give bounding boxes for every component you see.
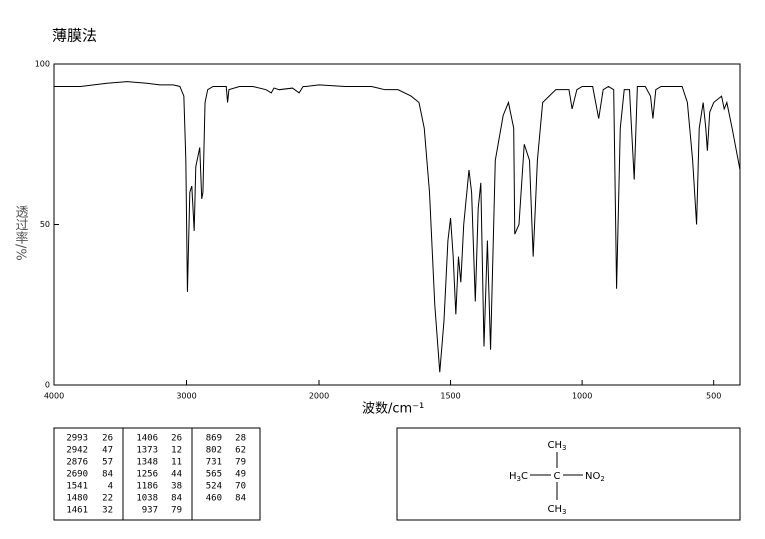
peak-wavenumber: 1373 xyxy=(136,446,158,456)
structure-atom: NO2 xyxy=(585,471,605,483)
peak-wavenumber: 460 xyxy=(206,494,222,504)
peak-transmittance: 11 xyxy=(171,458,182,468)
peak-wavenumber: 1541 xyxy=(66,482,88,492)
x-tick-label: 1000 xyxy=(572,392,592,401)
atom-text: C xyxy=(554,471,561,482)
x-tick-label: 3000 xyxy=(176,392,196,401)
peak-wavenumber: 869 xyxy=(206,434,222,444)
peak-transmittance: 84 xyxy=(235,494,246,504)
peak-wavenumber: 937 xyxy=(142,506,158,516)
peak-transmittance: 70 xyxy=(235,482,246,492)
x-tick-label: 1500 xyxy=(440,392,460,401)
peak-transmittance: 4 xyxy=(108,482,113,492)
structure-atom: H3C xyxy=(509,471,528,483)
y-axis-label: 透过率/% xyxy=(13,205,29,261)
subscript: 3 xyxy=(517,475,521,483)
peak-wavenumber: 1256 xyxy=(136,470,158,480)
peak-wavenumber: 1348 xyxy=(136,458,158,468)
peak-transmittance: 44 xyxy=(171,470,182,480)
peak-wavenumber: 2993 xyxy=(66,434,88,444)
peak-wavenumber: 2942 xyxy=(66,446,88,456)
spectrum-line xyxy=(54,81,741,373)
peak-transmittance: 12 xyxy=(171,446,182,456)
atom-text: C xyxy=(521,471,528,482)
subscript: 2 xyxy=(600,475,604,483)
peak-transmittance: 47 xyxy=(102,446,113,456)
chart-title: 薄膜法 xyxy=(52,27,97,45)
peak-transmittance: 26 xyxy=(102,434,113,444)
peak-transmittance: 28 xyxy=(235,434,246,444)
peak-transmittance: 38 xyxy=(171,482,182,492)
peak-transmittance: 84 xyxy=(102,470,113,480)
x-tick-label: 500 xyxy=(706,392,721,401)
subscript: 3 xyxy=(562,508,566,516)
y-tick-label: 100 xyxy=(35,60,50,69)
peak-transmittance: 49 xyxy=(235,470,246,480)
y-tick-label: 0 xyxy=(45,381,50,390)
atom-text: CH xyxy=(548,504,563,515)
peak-wavenumber: 524 xyxy=(206,482,222,492)
peak-wavenumber: 1038 xyxy=(136,494,158,504)
peak-transmittance: 57 xyxy=(102,458,113,468)
structure-atom: CH3 xyxy=(548,440,567,452)
peak-transmittance: 26 xyxy=(171,434,182,444)
peak-transmittance: 32 xyxy=(102,506,113,516)
atom-text: NO xyxy=(585,471,600,482)
peak-transmittance: 84 xyxy=(171,494,182,504)
peak-wavenumber: 1461 xyxy=(66,506,88,516)
peak-wavenumber: 1186 xyxy=(136,482,158,492)
peak-transmittance: 22 xyxy=(102,494,113,504)
structure-atom: CH3 xyxy=(548,504,567,516)
x-tick-label: 4000 xyxy=(44,392,64,401)
atom-text: CH xyxy=(548,440,563,451)
x-tick-label: 2000 xyxy=(309,392,329,401)
peak-wavenumber: 1480 xyxy=(66,494,88,504)
structure-atom: C xyxy=(554,471,561,482)
peak-wavenumber: 1406 xyxy=(136,434,158,444)
subscript: 3 xyxy=(562,444,566,452)
plot-frame xyxy=(53,63,741,386)
x-axis-label: 波数/cm⁻¹ xyxy=(362,402,424,417)
peak-wavenumber: 2690 xyxy=(66,470,88,480)
peak-transmittance: 79 xyxy=(235,458,246,468)
peak-wavenumber: 731 xyxy=(206,458,222,468)
peak-transmittance: 79 xyxy=(171,506,182,516)
structure-frame xyxy=(396,427,741,521)
peak-wavenumber: 565 xyxy=(206,470,222,480)
peak-wavenumber: 2876 xyxy=(66,458,88,468)
peak-table-frame xyxy=(53,427,261,521)
atom-text: H xyxy=(509,471,517,482)
y-tick-label: 50 xyxy=(40,220,50,229)
peak-wavenumber: 802 xyxy=(206,446,222,456)
peak-transmittance: 62 xyxy=(235,446,246,456)
